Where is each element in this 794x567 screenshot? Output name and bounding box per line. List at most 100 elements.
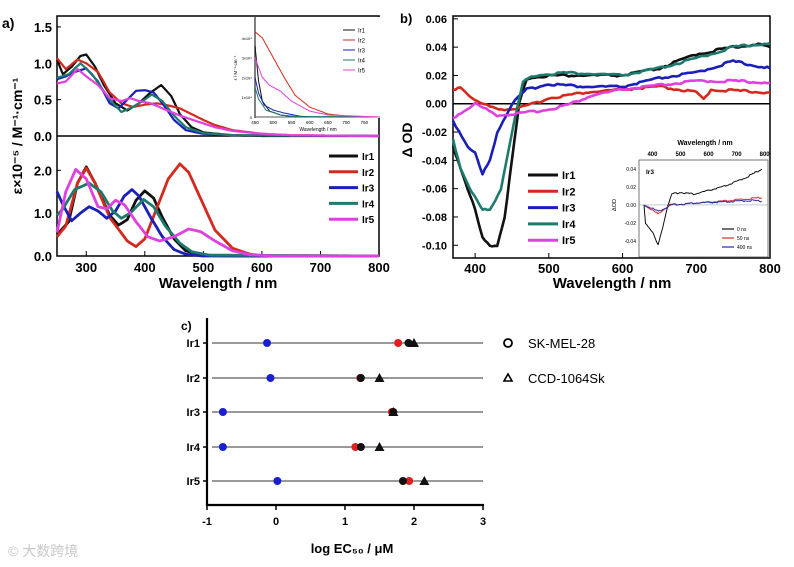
panel-label-a: a) (2, 15, 14, 31)
y-tick-label: 1.0 (34, 206, 52, 221)
panel-label-b: b) (400, 11, 412, 26)
series-line-ir4 (254, 87, 379, 118)
data-point-red (351, 443, 360, 451)
y-tick-label: Ir4 (187, 442, 201, 454)
panel-label-c: c) (181, 319, 192, 333)
x-tick-label: 600 (612, 261, 634, 276)
x-tick-label: 500 (538, 261, 560, 276)
legend-label: Ir4 (362, 199, 375, 210)
y-tick-label: 1.5 (34, 20, 52, 35)
inset-y-tick-label: -0.04 (625, 239, 637, 245)
series-line-400ns (643, 199, 763, 212)
data-point-blue (218, 408, 227, 416)
x-tick-label: 800 (759, 261, 781, 276)
legend-label: Ir1 (362, 152, 375, 163)
inset-legend-label: 400 ns (737, 245, 753, 251)
y-tick-label: 0.00 (426, 99, 447, 111)
inset-y-tick-label: 0.00 (626, 203, 636, 209)
inset-x-tick-label: 750 (361, 120, 369, 125)
legend-label: Ir5 (562, 235, 575, 247)
panel-b-frame (452, 15, 771, 259)
inset-legend-label: Ir3 (358, 49, 366, 55)
y-axis-label: ε×10⁻⁵ / M⁻¹·cm⁻¹ (9, 77, 25, 194)
legend-label: Ir4 (562, 219, 576, 231)
x-tick-label: 600 (251, 260, 273, 275)
data-point-triangle (409, 338, 419, 347)
inset-y-axis-label: ΔOD (612, 199, 618, 211)
watermark: © 大数跨境 (8, 543, 78, 559)
x-tick-label: 400 (464, 261, 486, 276)
inset-annotation: Ir3 (646, 169, 654, 176)
inset-legend-label: Ir1 (358, 29, 366, 35)
inset-x-tick-label: 700 (732, 152, 743, 158)
y-tick-label: -0.06 (422, 184, 447, 196)
data-point-blue (263, 339, 272, 347)
inset-x-tick-label: 500 (675, 152, 686, 158)
x-tick-label: 0 (273, 516, 279, 528)
data-point-triangle (374, 373, 385, 382)
inset-b-frame (638, 159, 769, 258)
data-point-blue (266, 374, 275, 382)
legend-label: Ir5 (362, 215, 375, 226)
data-point-triangle (388, 407, 399, 416)
x-tick-label: 500 (193, 260, 215, 275)
inset-x-tick-label: 700 (342, 120, 350, 125)
legend-label: Ir3 (362, 184, 375, 195)
x-axis-label: Wavelength / nm (159, 275, 278, 292)
data-point-red (394, 339, 403, 347)
series-line-0ns (643, 168, 763, 246)
legend-label: Ir2 (562, 186, 575, 198)
y-tick-label: 0.06 (426, 14, 447, 26)
inset-x-axis-label: Wavelength / nm (677, 140, 732, 147)
y-tick-label: Ir3 (187, 407, 200, 419)
y-tick-label: 0.0 (34, 129, 52, 144)
series-line-ir5 (55, 168, 379, 258)
y-tick-label: -0.08 (422, 212, 447, 224)
inset-a-bg (254, 17, 380, 118)
inset-y-tick-label: 2x10⁴ (242, 75, 253, 80)
x-tick-label: 2 (411, 516, 417, 528)
legend-label: Ir1 (562, 170, 575, 182)
legend-label: CCD-1064Sk (528, 371, 605, 386)
series-line-ir4 (451, 41, 771, 212)
inset-x-tick-label: 500 (269, 120, 277, 125)
data-point-triangle (374, 442, 385, 451)
inset-legend-label: Ir5 (358, 69, 366, 75)
x-tick-label: 800 (368, 260, 390, 275)
inset-legend-label: 0 ns (737, 227, 747, 233)
data-point-blue (273, 477, 282, 485)
x-tick-label: 3 (480, 516, 486, 528)
inset-y-axis-label: ε / M⁻¹·cm⁻¹ (233, 55, 238, 80)
y-tick-label: -0.04 (422, 155, 448, 167)
y-axis-label: Δ OD (399, 123, 415, 158)
inset-x-tick-label: 600 (306, 120, 314, 125)
legend-circle-icon (503, 338, 513, 348)
x-tick-label: -1 (202, 516, 212, 528)
data-point-black (356, 443, 365, 451)
inset-y-tick-label: 1x10⁴ (242, 95, 253, 100)
inset-x-tick-label: 400 (647, 152, 658, 158)
y-tick-label: Ir2 (187, 373, 200, 385)
y-tick-label: 0.0 (34, 249, 52, 264)
y-tick-label: -0.10 (422, 240, 447, 252)
data-point-red (405, 477, 414, 485)
y-tick-label: 1.0 (34, 56, 52, 71)
x-tick-label: 400 (134, 260, 156, 275)
inset-x-tick-label: 600 (704, 152, 715, 158)
inset-legend-label: Ir2 (358, 39, 366, 45)
data-point-blue (218, 443, 227, 451)
x-tick-label: 1 (342, 516, 348, 528)
series-line-ir2 (452, 84, 771, 112)
x-tick-label: 700 (310, 260, 332, 275)
y-tick-label: Ir5 (187, 476, 200, 488)
inset-x-tick-label: 650 (324, 120, 332, 125)
y-tick-label: 2.0 (34, 163, 52, 178)
y-tick-label: -0.02 (422, 127, 447, 139)
x-tick-label: 700 (685, 261, 707, 276)
series-line-ir3 (451, 59, 771, 176)
inset-y-tick-label: 4x10⁴ (242, 36, 253, 41)
inset-x-tick-label: 800 (760, 152, 771, 158)
inset-y-tick-label: 3x10⁴ (242, 56, 253, 61)
x-tick-label: 300 (75, 260, 97, 275)
